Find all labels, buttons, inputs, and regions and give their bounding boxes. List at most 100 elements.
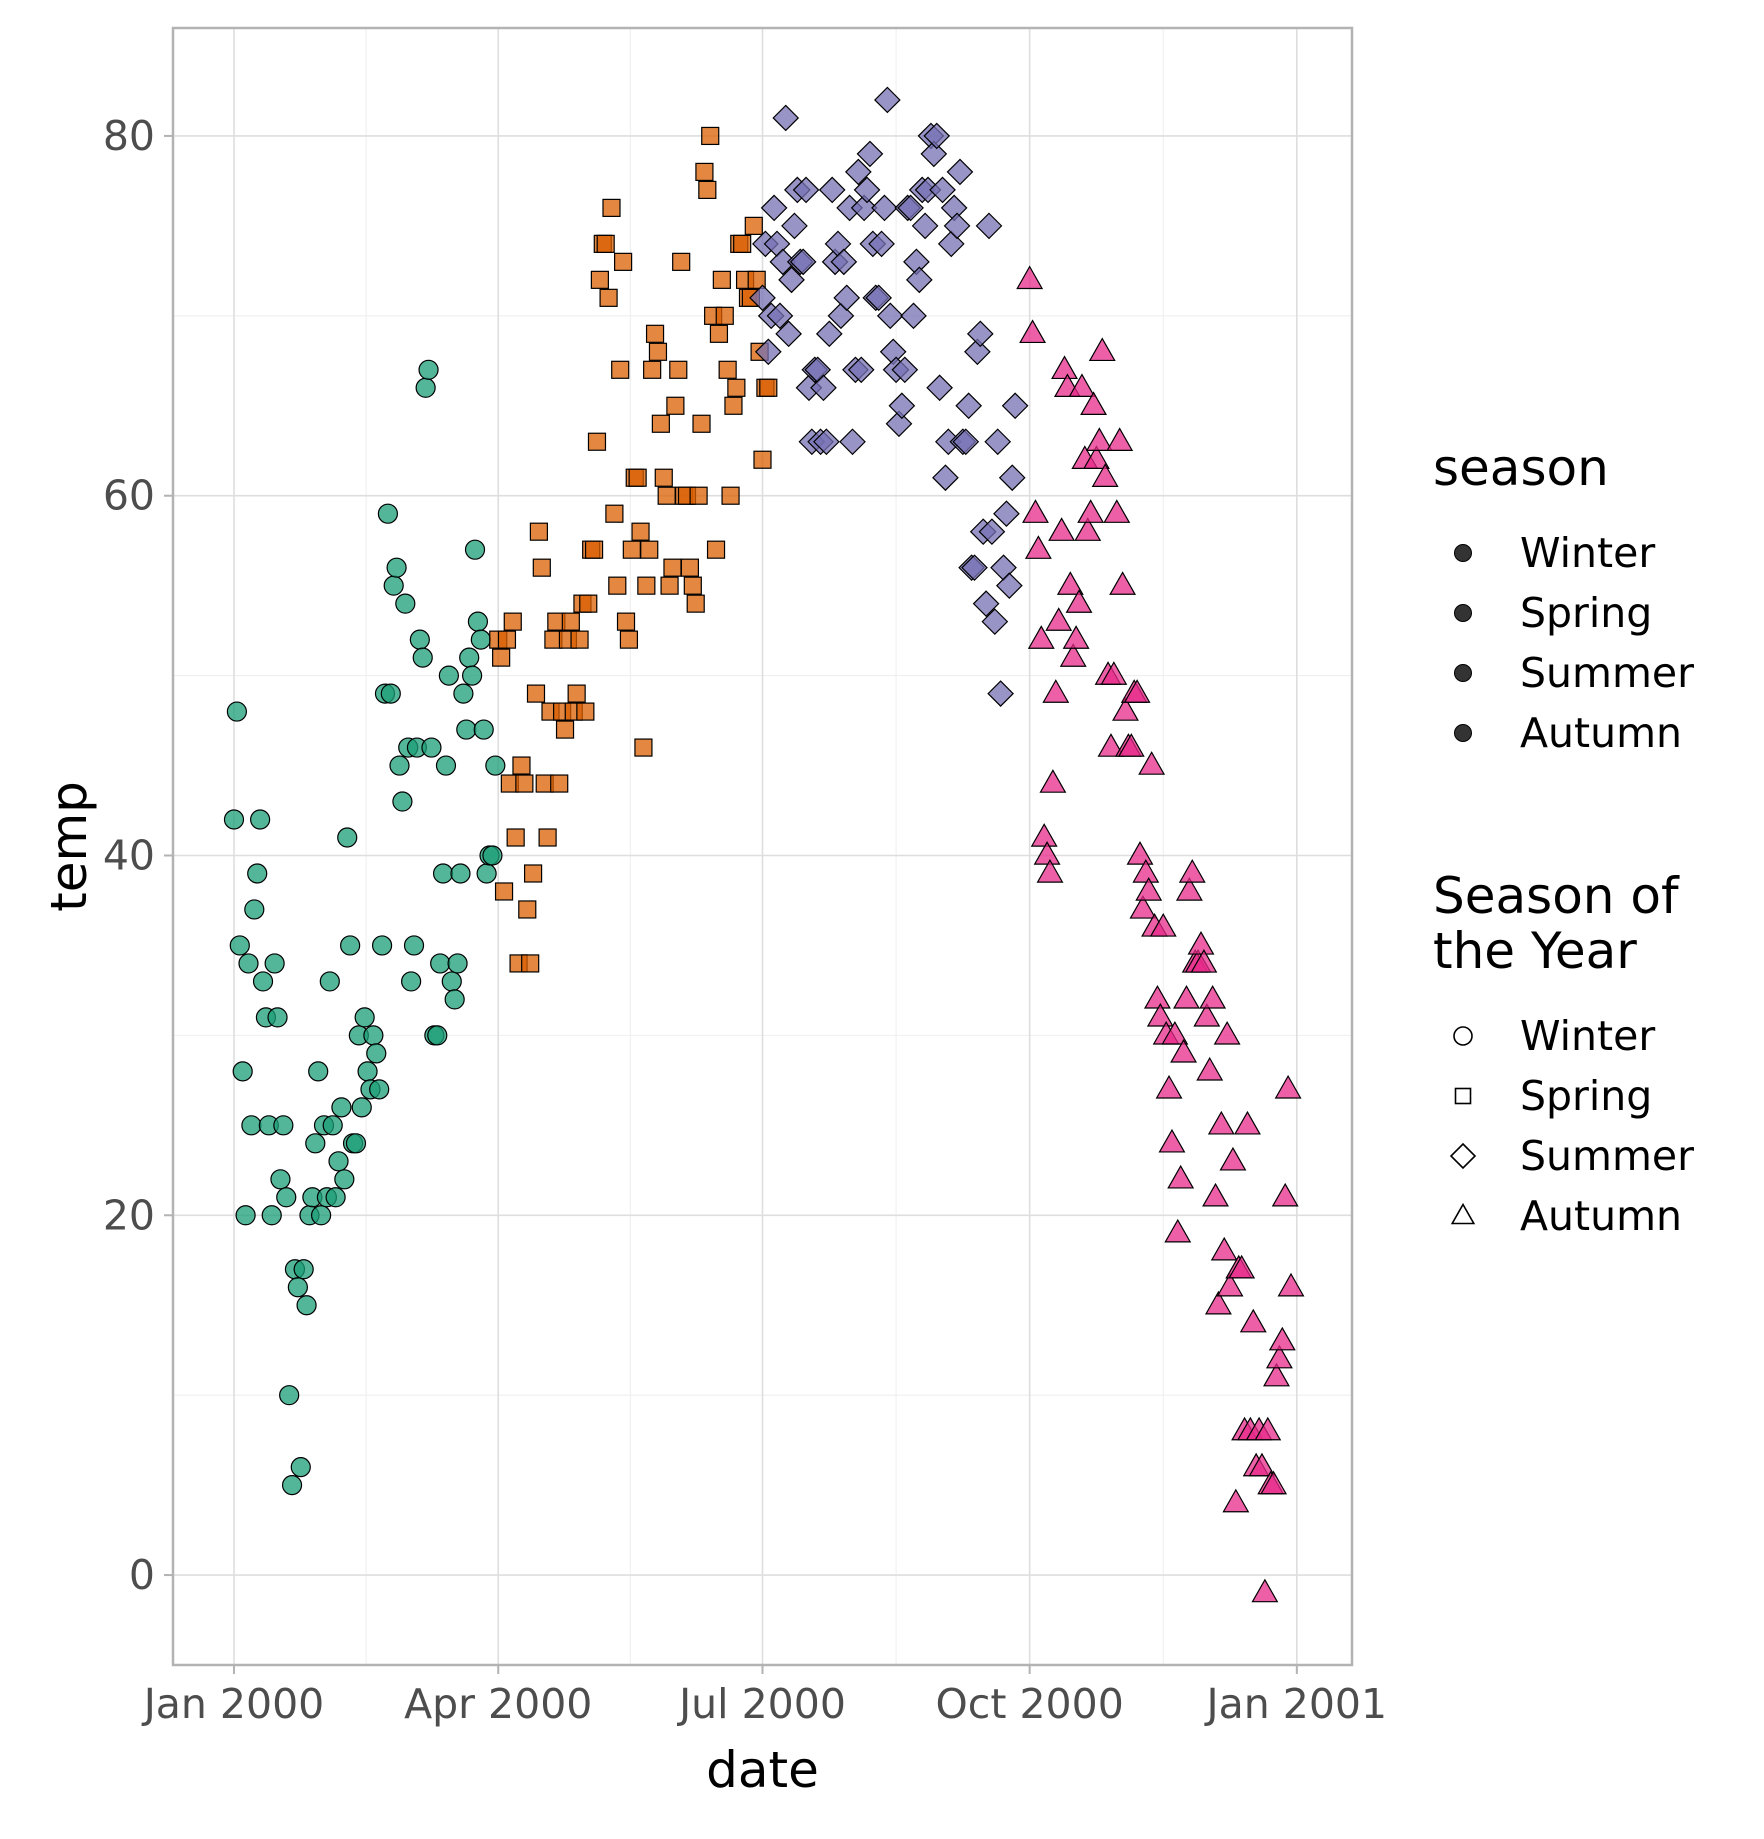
- data-point-winter: [244, 899, 265, 920]
- data-point-winter: [311, 1205, 332, 1226]
- data-point-winter: [476, 863, 497, 884]
- data-point-autumn: [1051, 355, 1078, 380]
- data-point-autumn: [1109, 571, 1137, 595]
- data-point-spring: [672, 252, 691, 271]
- data-point-summer: [865, 284, 893, 312]
- data-point-autumn: [1074, 517, 1102, 541]
- data-point-autumn: [1254, 1416, 1282, 1441]
- data-point-spring: [614, 252, 633, 271]
- data-point-summer: [818, 176, 846, 204]
- data-point-autumn: [1149, 913, 1177, 937]
- data-point-winter: [430, 953, 451, 974]
- data-point-autumn: [1161, 1020, 1189, 1045]
- data-point-spring: [651, 414, 670, 433]
- x-tick-label: Jan 2001: [1204, 1680, 1388, 1728]
- data-point-spring: [733, 234, 752, 253]
- data-point-autumn: [1123, 679, 1151, 703]
- data-point-winter: [279, 1385, 300, 1406]
- data-point-autumn: [1167, 1164, 1195, 1189]
- data-point-autumn: [1024, 535, 1052, 559]
- data-point-spring: [584, 540, 604, 559]
- data-point-summer: [778, 266, 805, 294]
- data-point-autumn: [1187, 931, 1215, 955]
- x-axis-ticks: Jan 2000 Apr 2000 Jul 2000 Oct 2000 Jan 2001: [141, 1665, 1387, 1728]
- series-autumn: [1016, 265, 1305, 1603]
- data-point-autumn: [1138, 751, 1166, 775]
- data-point-summer: [900, 302, 927, 330]
- data-point-autumn: [1164, 1218, 1192, 1243]
- data-point-winter: [441, 971, 462, 992]
- data-point-spring: [622, 540, 641, 559]
- data-point-autumn: [1077, 499, 1105, 523]
- legend-title: the Year: [1433, 922, 1637, 980]
- data-point-spring: [663, 558, 682, 577]
- data-point-spring: [640, 540, 659, 559]
- data-point-summer: [850, 194, 878, 222]
- data-point-spring: [648, 342, 668, 361]
- data-point-autumn: [1210, 1236, 1238, 1261]
- series-winter: [223, 359, 506, 1496]
- data-point-winter: [308, 1061, 329, 1082]
- data-point-winter: [334, 1169, 355, 1190]
- data-point-winter: [415, 377, 436, 398]
- data-point-spring: [616, 612, 636, 631]
- data-point-winter: [261, 1205, 282, 1226]
- data-point-spring: [643, 360, 662, 379]
- data-point-winter: [345, 1133, 367, 1154]
- data-point-autumn: [1202, 1182, 1229, 1207]
- data-point-winter: [281, 1475, 303, 1496]
- data-point-winter: [223, 809, 245, 830]
- data-point-autumn: [1265, 1344, 1293, 1369]
- data-point-winter: [351, 1097, 372, 1118]
- data-point-summer: [993, 500, 1020, 528]
- data-point-summer: [772, 104, 800, 132]
- data-point-winter: [371, 935, 393, 956]
- data-point-autumn: [1173, 984, 1200, 1009]
- data-point-summer: [966, 320, 994, 348]
- data-point-summer: [830, 248, 858, 276]
- data-point-summer: [972, 590, 1000, 617]
- data-point-summer: [964, 338, 991, 366]
- data-point-autumn: [1100, 661, 1128, 685]
- data-point-winter: [427, 1025, 448, 1046]
- data-point-winter: [447, 953, 468, 974]
- data-point-winter: [319, 971, 340, 992]
- data-point-winter: [392, 791, 413, 812]
- data-point-summer: [813, 428, 840, 456]
- data-point-summer: [754, 338, 782, 366]
- y-tick-label: 40: [103, 831, 155, 879]
- data-point-spring: [492, 648, 511, 667]
- data-point-autumn: [1204, 1290, 1232, 1315]
- legend-label: Spring: [1520, 1072, 1652, 1120]
- y-tick-label: 60: [103, 472, 155, 520]
- data-point-spring: [561, 612, 580, 631]
- legend-key: [1449, 1142, 1477, 1170]
- x-axis-title: date: [706, 1741, 819, 1799]
- data-point-summer: [871, 194, 898, 222]
- data-point-winter: [363, 1025, 384, 1046]
- data-point-autumn: [1062, 625, 1090, 649]
- data-point-spring: [712, 270, 731, 289]
- data-point-spring: [701, 126, 720, 146]
- data-point-spring: [695, 162, 714, 182]
- data-point-summer: [923, 122, 951, 150]
- data-point-autumn: [1056, 571, 1084, 595]
- legend-key: [1454, 664, 1472, 682]
- data-point-summer: [955, 392, 983, 420]
- data-point-autumn: [1022, 499, 1049, 523]
- data-point-autumn: [1146, 1002, 1174, 1027]
- data-point-autumn: [1027, 625, 1055, 649]
- data-point-autumn: [1274, 1074, 1302, 1099]
- data-point-autumn: [1068, 373, 1096, 398]
- data-point-spring: [579, 594, 598, 613]
- data-point-spring: [599, 288, 618, 307]
- legend-key: [1454, 1087, 1472, 1105]
- data-point-autumn: [1042, 679, 1070, 703]
- data-point-autumn: [1178, 859, 1206, 883]
- data-point-autumn: [1112, 697, 1139, 721]
- series-spring: [489, 126, 778, 973]
- data-point-winter: [229, 935, 250, 956]
- data-point-autumn: [1271, 1182, 1299, 1207]
- data-point-winter: [467, 611, 489, 632]
